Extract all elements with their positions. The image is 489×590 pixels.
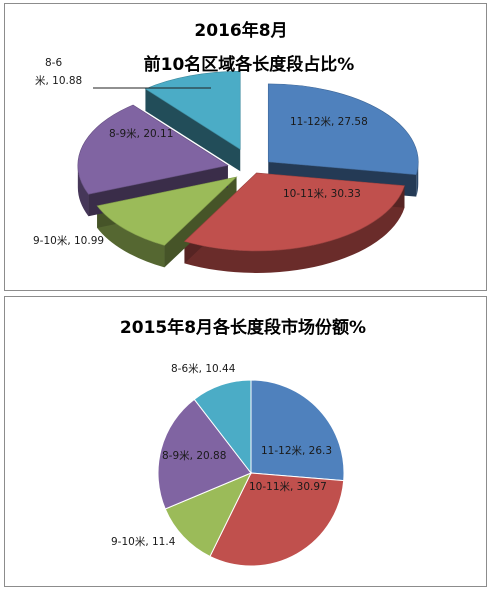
pie-slice-9-10 bbox=[164, 472, 253, 558]
slice-label-10-11: 10-11米, 30.97 bbox=[249, 480, 327, 493]
pie-chart-2016: 2016年8月 前10名区域各长度段占比% 11-12米, 27.58 10-1… bbox=[33, 20, 419, 273]
pie-slice-9-10 bbox=[96, 176, 238, 246]
slice-label-8-9: 8-9米, 20.88 bbox=[162, 449, 226, 462]
pie-slice-8-9 bbox=[157, 398, 252, 510]
slice-label-10-11: 10-11米, 30.33 bbox=[283, 187, 361, 200]
chart-panel-2015: 2015年8月各长度段市场份额% 11-12米, 26.3 10-11米, 30… bbox=[4, 296, 487, 587]
slice-label-8-6-line2: 米, 10.88 bbox=[35, 74, 82, 87]
slice-label-9-10: 9-10米, 11.4 bbox=[111, 535, 176, 548]
pie-slice-wall-8-6-0 bbox=[145, 88, 241, 172]
pie-slice-10-11 bbox=[209, 472, 345, 567]
chart-title-line2: 前10名区域各长度段占比% bbox=[144, 54, 355, 75]
pie-slice-11-12 bbox=[250, 379, 345, 482]
pie-slice-8-6 bbox=[193, 379, 252, 475]
pie-slice-side-11-12 bbox=[416, 161, 419, 197]
pie-slice-8-9 bbox=[77, 104, 229, 195]
slice-label-8-6: 8-6米, 10.44 bbox=[171, 362, 236, 375]
slice-label-9-10: 9-10米, 10.99 bbox=[33, 234, 104, 247]
pie-slice-side-8-9 bbox=[77, 165, 89, 217]
chart-panel-2016: 2016年8月 前10名区域各长度段占比% 11-12米, 27.58 10-1… bbox=[4, 3, 487, 291]
chart-title-line1: 2016年8月 bbox=[194, 20, 287, 41]
slice-label-8-9: 8-9米, 20.11 bbox=[109, 127, 173, 140]
slice-label-11-12: 11-12米, 26.3 bbox=[261, 444, 332, 457]
pie-slice-side-9-10 bbox=[97, 205, 165, 268]
chart-title: 2015年8月各长度段市场份额% bbox=[120, 317, 366, 338]
pie-slice-8-6 bbox=[144, 71, 241, 150]
pie-slice-10-11 bbox=[183, 172, 405, 252]
slice-label-11-12: 11-12米, 27.58 bbox=[290, 115, 368, 128]
pie-chart-2015: 2015年8月各长度段市场份额% 11-12米, 26.3 10-11米, 30… bbox=[111, 317, 366, 567]
pie-slice-11-12 bbox=[267, 83, 419, 175]
pie-slice-side-10-11 bbox=[184, 185, 405, 273]
slice-label-8-6-line1: 8-6 bbox=[45, 57, 62, 69]
